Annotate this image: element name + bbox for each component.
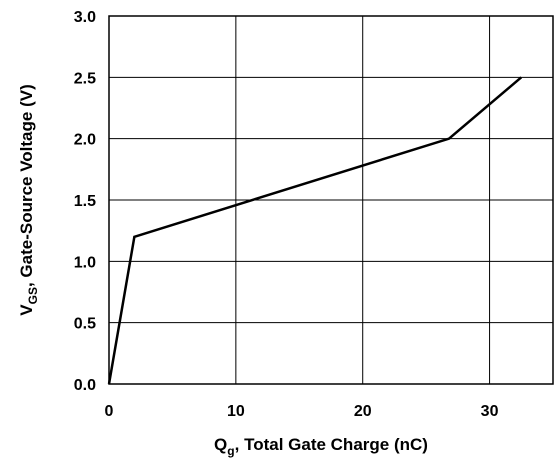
y-tick-label: 1.0: [74, 254, 96, 271]
x-tick-label: 20: [354, 403, 372, 420]
y-axis-label: VGS, Gate-Source Voltage (V): [17, 84, 40, 315]
y-axis-label-sub: GS: [26, 287, 40, 304]
y-tick-label: 2.0: [74, 132, 96, 149]
series-line: [107, 76, 523, 385]
grid-lines: [109, 16, 553, 384]
x-axis-label-main: Q: [214, 435, 227, 454]
series-group: [107, 76, 523, 385]
y-tick-label: 0.0: [74, 377, 96, 394]
x-axis-label-rest: , Total Gate Charge (nC): [235, 435, 428, 454]
x-axis-label-sub: g: [227, 444, 234, 458]
x-tick-label: 10: [227, 403, 245, 420]
y-axis-label-rest: , Gate-Source Voltage (V): [17, 84, 36, 287]
x-tick-label: 0: [105, 403, 114, 420]
y-tick-label: 3.0: [74, 9, 96, 26]
x-tick-label: 30: [481, 403, 499, 420]
plot-frame: [108, 15, 554, 385]
y-axis-label-main: V: [17, 304, 36, 316]
y-tick-label: 0.5: [74, 316, 96, 333]
x-axis-label: Qg, Total Gate Charge (nC): [214, 435, 428, 458]
y-tick-label: 2.5: [74, 70, 96, 87]
y-tick-label: 1.5: [74, 193, 96, 210]
tick-labels: 0.0 0.5 1.0 1.5 2.0 2.5 3.0 0 10 20 30: [74, 9, 499, 420]
